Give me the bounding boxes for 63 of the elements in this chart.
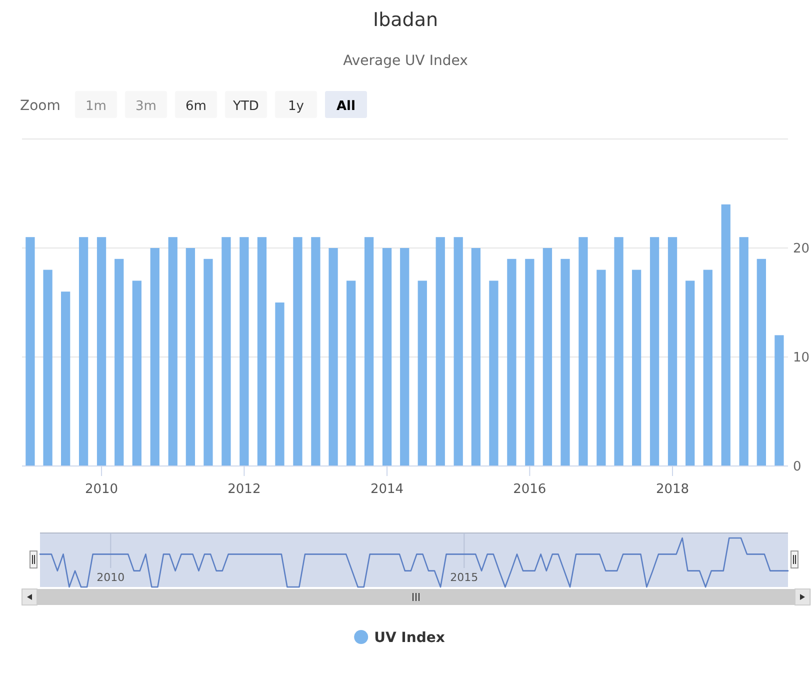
x-tick-label: 2012 <box>228 482 261 497</box>
bar <box>721 204 730 466</box>
bar <box>61 292 70 466</box>
bar <box>454 237 463 466</box>
x-tick-label: 2014 <box>370 482 404 497</box>
bar <box>78 237 88 466</box>
bar <box>382 248 392 466</box>
bar <box>525 258 534 466</box>
bar <box>418 280 427 466</box>
text: Zoom <box>20 98 60 114</box>
y-tick-label: 10 <box>793 350 810 366</box>
bar <box>328 248 338 466</box>
bar <box>400 248 410 466</box>
bar <box>186 248 196 466</box>
bar <box>311 237 320 466</box>
bar <box>275 302 284 466</box>
bar <box>150 248 160 466</box>
bar <box>578 237 588 466</box>
bar <box>436 237 445 466</box>
bar <box>489 280 498 466</box>
bar <box>240 237 249 466</box>
bar <box>560 258 570 466</box>
bar <box>257 237 267 466</box>
x-tick-label: 2018 <box>656 482 690 497</box>
y-tick-label: 0 <box>793 460 802 475</box>
bar <box>507 258 516 466</box>
bar <box>668 237 678 466</box>
legend-label: UV Index <box>374 630 445 646</box>
bar <box>614 237 624 466</box>
bar <box>204 258 213 466</box>
range-button: YTD <box>225 91 267 118</box>
bar <box>346 280 356 466</box>
bar <box>739 237 748 466</box>
x-tick-label: 2016 <box>513 482 546 497</box>
range-button: All <box>325 91 367 118</box>
bar <box>650 237 660 466</box>
chart-title: Ibadan <box>372 9 438 31</box>
range-button: 1y <box>275 91 317 118</box>
bar <box>703 270 712 466</box>
y-tick-label: 20 <box>793 242 810 257</box>
range-button: 3m <box>125 91 167 118</box>
bar <box>596 270 606 466</box>
bar <box>132 280 142 466</box>
bar <box>293 237 302 466</box>
bar <box>114 258 124 466</box>
bar <box>756 258 766 466</box>
bar <box>686 280 695 466</box>
chart-subtitle: Average UV Index <box>343 53 468 69</box>
bar <box>774 335 784 466</box>
x-tick-label: 2015 <box>450 571 478 584</box>
bar <box>542 248 552 466</box>
x-tick-label: 2010 <box>96 571 125 584</box>
range-button: 6m <box>175 91 217 118</box>
bar <box>96 237 106 466</box>
range-button: 1m <box>75 91 117 118</box>
bar <box>471 248 481 466</box>
bar <box>43 270 52 466</box>
x-tick-label: 2010 <box>84 482 118 497</box>
bar <box>222 237 231 466</box>
bar <box>26 237 35 466</box>
bar <box>364 237 374 466</box>
bar <box>168 237 178 466</box>
bar <box>632 270 642 466</box>
